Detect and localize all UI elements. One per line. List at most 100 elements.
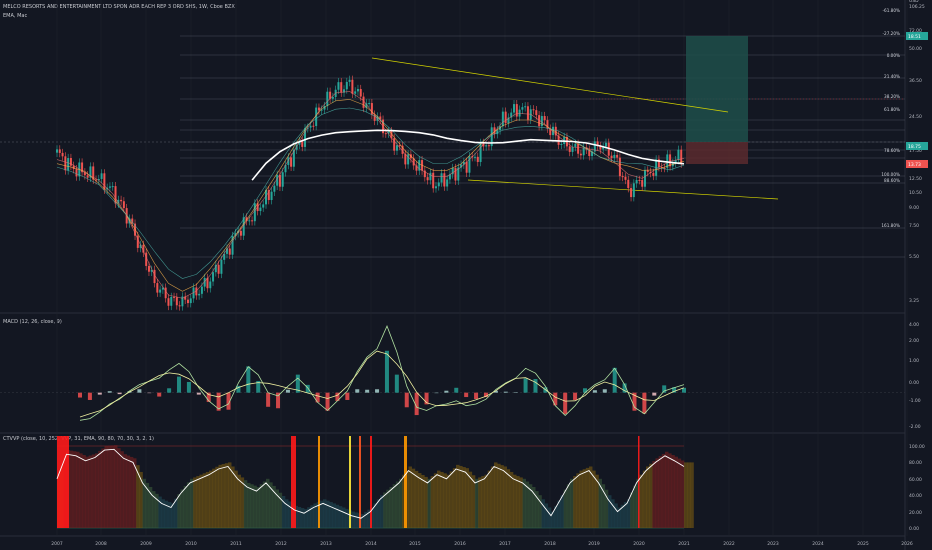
price-candle: [582, 147, 585, 156]
osc-background-bar: [414, 470, 419, 528]
macd-histogram-bar: [652, 392, 657, 396]
osc-background-bar: [585, 467, 590, 528]
macd-histogram-bar: [335, 392, 340, 401]
osc-signal-column: [359, 436, 361, 528]
price-candle: [426, 177, 429, 181]
price-candle: [560, 144, 563, 146]
osc-background-bar: [680, 460, 685, 528]
osc-signal-column: [370, 436, 372, 528]
macd-histogram-bar: [365, 389, 370, 393]
price-candle: [354, 91, 357, 94]
osc-background-bar: [123, 454, 127, 528]
osc-background-bar: [630, 492, 634, 528]
osc-background-bar: [478, 477, 482, 528]
osc-background-bar: [85, 456, 89, 528]
osc-background-bar: [129, 456, 134, 528]
osc-background-bar: [142, 478, 146, 528]
price-candle: [220, 259, 223, 274]
price-candle: [348, 79, 351, 82]
macd-histogram-bar: [662, 385, 667, 393]
osc-background-bar: [158, 496, 162, 528]
price-candle: [61, 152, 64, 157]
osc-background-bar: [611, 499, 615, 528]
price-candle: [117, 199, 120, 204]
macd-histogram-bar: [295, 374, 300, 393]
macd-histogram-bar: [444, 390, 449, 393]
price-axis-tick: 12.50: [909, 176, 922, 182]
osc-background-bar: [361, 514, 365, 528]
price-candle: [142, 244, 145, 253]
osc-background-bar: [104, 446, 108, 528]
osc-background-bar: [95, 453, 99, 528]
price-candle: [64, 156, 67, 171]
osc-background-bar: [351, 511, 355, 528]
osc-background-bar: [69, 450, 74, 528]
price-candle: [309, 125, 312, 128]
price-candle: [320, 109, 323, 111]
osc-background-bar: [171, 503, 175, 528]
osc-background-bar: [278, 492, 283, 528]
osc-background-bar: [560, 495, 564, 528]
osc-background-bar: [674, 456, 678, 528]
price-candle: [543, 116, 546, 121]
macd-histogram-bar: [582, 388, 587, 393]
price-candle: [677, 149, 680, 161]
macd-histogram-bar: [622, 383, 627, 393]
osc-background-bar: [437, 470, 441, 528]
price-candle: [462, 161, 465, 165]
chart-title: MELCO RESORTS AND ENTERTAINMENT LTD SPON…: [3, 4, 235, 10]
osc-background-bar: [509, 471, 514, 528]
osc-background-bar: [323, 499, 327, 528]
osc-background-bar: [304, 509, 308, 528]
price-candle: [468, 156, 471, 173]
osc-background-bar: [234, 470, 238, 528]
osc-background-bar: [300, 508, 305, 528]
osc-background-bar: [677, 458, 682, 528]
ctvvp-title: CTVVP (close, 10, 252, VVP, 31, EMA, 90,…: [3, 436, 154, 442]
price-candle: [652, 172, 655, 176]
price-candle: [301, 141, 304, 147]
price-candle: [407, 154, 410, 165]
price-candle: [535, 110, 538, 116]
fib-level-label: 38.20%: [884, 94, 900, 99]
price-axis-tick: 72.00: [909, 28, 922, 34]
price-candle: [627, 179, 630, 189]
macd-axis-tick: 4.00: [909, 322, 919, 328]
osc-background-bar: [240, 477, 245, 528]
osc-background-bar: [193, 477, 197, 528]
osc-background-bar: [167, 502, 172, 528]
osc-background-bar: [205, 471, 210, 528]
price-candle: [554, 126, 557, 136]
osc-axis-tick: 60.00: [909, 477, 922, 483]
price-candle: [326, 91, 329, 106]
price-candle: [150, 269, 153, 272]
price-candle: [657, 159, 660, 168]
moving-average-line: [56, 107, 685, 279]
price-candle: [69, 158, 72, 166]
price-axis-tick: 24.50: [909, 114, 922, 120]
price-candle: [362, 96, 365, 108]
price-candle: [120, 199, 123, 202]
macd-histogram-bar: [216, 392, 221, 411]
price-candle: [418, 160, 421, 171]
osc-background-bar: [465, 468, 469, 528]
time-axis-tick: 2026: [901, 541, 913, 547]
price-candle: [278, 174, 281, 187]
osc-background-bar: [541, 499, 545, 528]
macd-histogram-bar: [563, 392, 568, 415]
osc-background-bar: [285, 499, 289, 528]
macd-histogram-bar: [196, 392, 201, 395]
price-candle: [379, 116, 382, 120]
osc-background-bar: [684, 462, 688, 528]
price-candle: [674, 160, 677, 163]
price-candle: [223, 253, 226, 260]
macd-histogram-bar: [167, 388, 172, 393]
time-axis-tick: 2024: [812, 541, 824, 547]
osc-background-bar: [490, 466, 495, 528]
price-candle: [552, 126, 555, 136]
macd-histogram-bar: [147, 392, 152, 394]
osc-background-bar: [345, 508, 349, 528]
price-candle: [404, 153, 407, 165]
osc-background-bar: [468, 471, 473, 528]
